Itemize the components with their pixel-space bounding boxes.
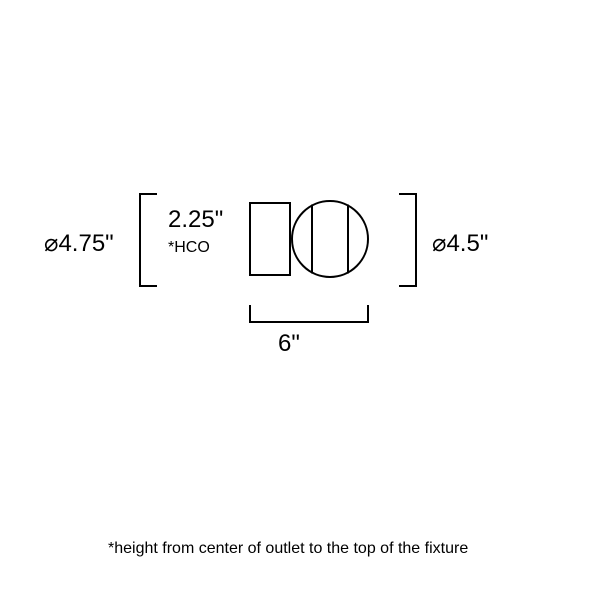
- hco-value-label: 2.25": [168, 206, 223, 235]
- footnote-text: *height from center of outlet to the top…: [108, 540, 468, 558]
- left-diameter-label: ⌀4.75": [44, 230, 114, 259]
- bottom-width-label: 6": [278, 330, 300, 359]
- hco-tag-label: *HCO: [168, 238, 210, 257]
- right-diameter-label: ⌀4.5": [432, 230, 488, 259]
- diagram-svg: [0, 0, 600, 600]
